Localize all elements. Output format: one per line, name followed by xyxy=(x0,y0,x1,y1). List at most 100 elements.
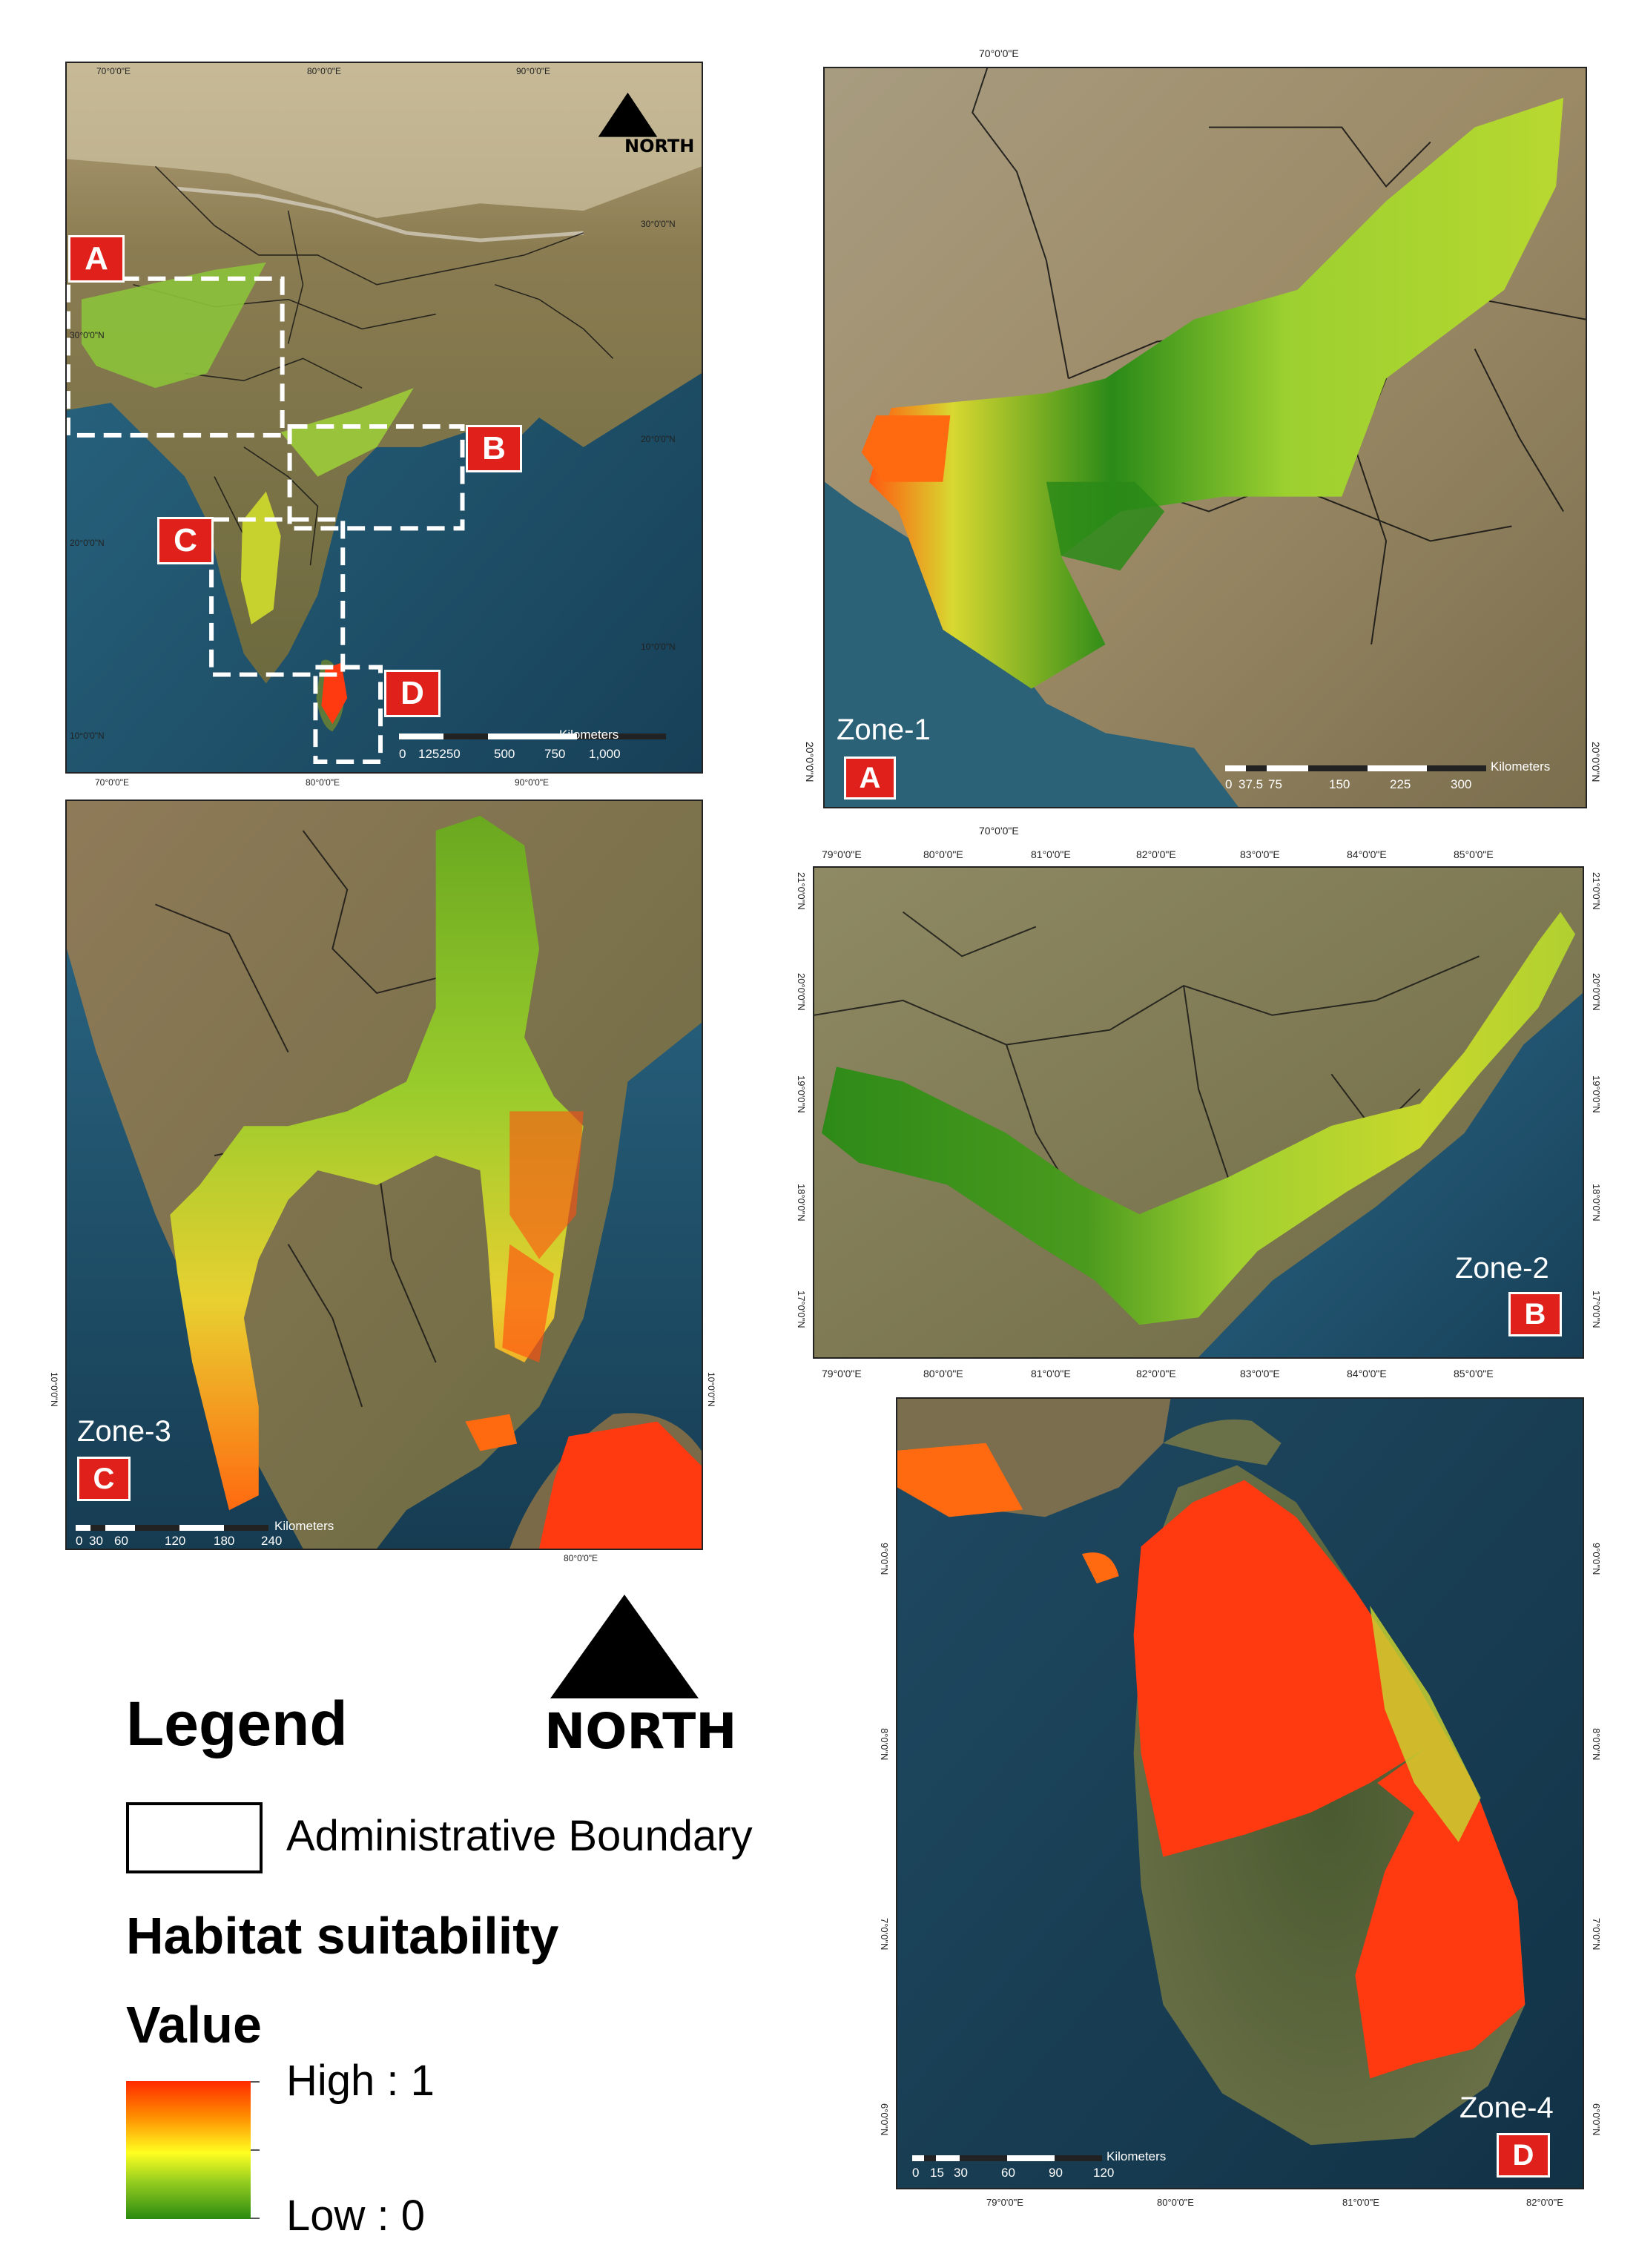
zone1-map-image xyxy=(825,68,1586,807)
zone4-right-tick-1: 9°0'0"N xyxy=(1591,1543,1602,1575)
overview-top-tick-2: 80°0'0"E xyxy=(307,66,342,76)
zone3-scale-label: 60 xyxy=(114,1534,128,1548)
zone1-scale-label: 225 xyxy=(1390,777,1411,791)
legend-ramp-tick xyxy=(251,2149,260,2151)
zone4-zone-label: Zone-4 xyxy=(1459,2091,1554,2124)
zone1-map[interactable]: Zone-1 A Kilometers 0 37.5 75 150 225 30… xyxy=(823,67,1587,808)
zone1-scale-label: 0 xyxy=(1225,777,1233,791)
zone3-scale-label: 240 xyxy=(261,1534,283,1548)
north-arrow-icon xyxy=(550,1595,699,1698)
zone1-zone-label: Zone-1 xyxy=(837,713,931,746)
zone4-right-tick-2: 8°0'0"N xyxy=(1591,1728,1602,1761)
zone3-bottom-tick: 80°0'0"E xyxy=(564,1553,598,1563)
zone2-top-tick-6: 84°0'0"E xyxy=(1347,848,1387,860)
zone4-left-tick-1: 9°0'0"N xyxy=(879,1543,890,1575)
zone1-scale-segment xyxy=(1427,765,1486,771)
zone4-scale-segment xyxy=(960,2155,1007,2161)
overview-scale-label: 0 xyxy=(399,747,406,761)
zone1-scale-segment xyxy=(1246,765,1267,771)
zone4-bottom-tick-4: 82°0'0"E xyxy=(1526,2197,1563,2208)
zone4-scale-label: 60 xyxy=(1001,2166,1015,2180)
overview-left-tick-3: 10°0'0"N xyxy=(70,731,105,741)
zone1-scale-bar: Kilometers 0 37.5 75 150 225 300 xyxy=(1225,759,1581,804)
zone2-left-tick-2: 20°0'0"N xyxy=(796,973,807,1011)
zone2-bottom-tick-6: 84°0'0"E xyxy=(1347,1368,1387,1379)
overview-badge-d[interactable]: D xyxy=(384,670,441,717)
zone3-scale-segment xyxy=(90,1525,105,1531)
overview-scale-unit: Kilometers xyxy=(559,728,619,742)
zone2-bottom-tick-7: 85°0'0"E xyxy=(1454,1368,1494,1379)
zone3-map[interactable]: Zone-3 C Kilometers 0 30 60 120 180 240 xyxy=(65,800,703,1550)
zone3-scale-label: 30 xyxy=(89,1534,103,1548)
zone3-zone-label: Zone-3 xyxy=(77,1415,171,1448)
zone2-top-tick-3: 81°0'0"E xyxy=(1031,848,1071,860)
zone2-map[interactable]: Zone-2 B xyxy=(813,866,1584,1359)
zone3-right-tick: 10°0'0"N xyxy=(706,1372,716,1407)
legend-boundary-swatch xyxy=(126,1802,263,1873)
zone2-top-tick-7: 85°0'0"E xyxy=(1454,848,1494,860)
zone2-top-tick-1: 79°0'0"E xyxy=(822,848,862,860)
zone4-scale-label: 30 xyxy=(954,2166,968,2180)
overview-right-tick-2: 20°0'0"N xyxy=(641,434,676,444)
overview-top-tick-1: 70°0'0"E xyxy=(96,66,131,76)
zone4-scale-label: 15 xyxy=(930,2166,944,2180)
zone3-scale-segment xyxy=(179,1525,224,1531)
legend-ramp-tick xyxy=(251,2218,260,2219)
overview-scale-bar: Kilometers 0 125250 500 750 1,000 xyxy=(399,728,696,772)
zone3-scale-segment xyxy=(224,1525,268,1531)
legend-value-title: Value xyxy=(126,1996,262,2054)
zone1-right-tick: 20°0'0"N xyxy=(1590,742,1602,782)
overview-top-tick-3: 90°0'0"E xyxy=(516,66,551,76)
overview-scale-segment xyxy=(488,734,577,739)
overview-left-tick-2: 20°0'0"N xyxy=(70,538,105,548)
overview-badge-b[interactable]: B xyxy=(466,425,522,472)
zone1-scale-segment xyxy=(1267,765,1308,771)
zone4-bottom-tick-3: 81°0'0"E xyxy=(1342,2197,1379,2208)
zone3-scale-bar: Kilometers 0 30 60 120 180 240 xyxy=(76,1519,343,1549)
zone3-map-image xyxy=(67,801,702,1549)
zone3-scale-label: 180 xyxy=(214,1534,235,1548)
zone2-left-tick-5: 17°0'0"N xyxy=(796,1290,807,1328)
overview-scale-label: 1,000 xyxy=(589,747,621,761)
zone2-bottom-tick-2: 80°0'0"E xyxy=(923,1368,963,1379)
zone4-badge: D xyxy=(1497,2133,1550,2178)
overview-badge-a[interactable]: A xyxy=(68,235,125,283)
zone1-scale-segment xyxy=(1368,765,1427,771)
zone2-bottom-tick-3: 81°0'0"E xyxy=(1031,1368,1071,1379)
overview-bottom-tick-1: 70°0'0"E xyxy=(95,777,130,788)
zone2-top-tick-5: 83°0'0"E xyxy=(1240,848,1280,860)
overview-scale-label: 125250 xyxy=(418,747,461,761)
overview-left-tick-1: 30°0'0"N xyxy=(70,330,105,340)
overview-map[interactable]: 70°0'0"E 80°0'0"E 90°0'0"E 30°0'0"N 20°0… xyxy=(65,62,703,774)
zone3-scale-segment xyxy=(76,1525,90,1531)
zone2-bottom-tick-4: 82°0'0"E xyxy=(1136,1368,1176,1379)
zone2-right-tick-5: 17°0'0"N xyxy=(1591,1290,1602,1328)
zone2-right-tick-4: 18°0'0"N xyxy=(1591,1184,1602,1222)
zone4-left-tick-3: 7°0'0"N xyxy=(879,1918,890,1951)
overview-map-image xyxy=(67,63,702,772)
zone4-scale-bar: Kilometers 0 15 30 60 90 120 xyxy=(912,2149,1194,2185)
zone2-bottom-tick-1: 79°0'0"E xyxy=(822,1368,862,1379)
zone4-map[interactable]: Zone-4 D Kilometers 0 15 30 60 90 120 xyxy=(896,1397,1584,2189)
zone3-badge: C xyxy=(77,1457,131,1501)
legend-north-label: NORTH xyxy=(544,1703,737,1760)
legend-low-label: Low : 0 xyxy=(286,2192,425,2240)
zone4-bottom-tick-2: 80°0'0"E xyxy=(1157,2197,1194,2208)
legend-color-ramp xyxy=(126,2081,251,2219)
zone1-scale-segment xyxy=(1308,765,1368,771)
zone2-badge: B xyxy=(1508,1292,1562,1336)
zone4-scale-segment xyxy=(1007,2155,1055,2161)
zone1-scale-unit: Kilometers xyxy=(1491,759,1551,774)
zone2-left-tick-1: 21°0'0"N xyxy=(796,872,807,910)
zone2-right-tick-3: 19°0'0"N xyxy=(1591,1075,1602,1113)
overview-scale-label: 750 xyxy=(544,747,566,761)
zone3-scale-unit: Kilometers xyxy=(274,1519,334,1533)
overview-badge-c[interactable]: C xyxy=(157,517,214,564)
zone1-top-tick: 70°0'0"E xyxy=(979,47,1019,59)
zone4-right-tick-4: 6°0'0"N xyxy=(1591,2103,1602,2136)
zone1-scale-label: 300 xyxy=(1451,777,1472,791)
zone1-scale-segment xyxy=(1225,765,1246,771)
zone4-left-tick-4: 6°0'0"N xyxy=(879,2103,890,2136)
zone1-left-tick: 20°0'0"N xyxy=(804,742,816,782)
zone2-bottom-tick-5: 83°0'0"E xyxy=(1240,1368,1280,1379)
